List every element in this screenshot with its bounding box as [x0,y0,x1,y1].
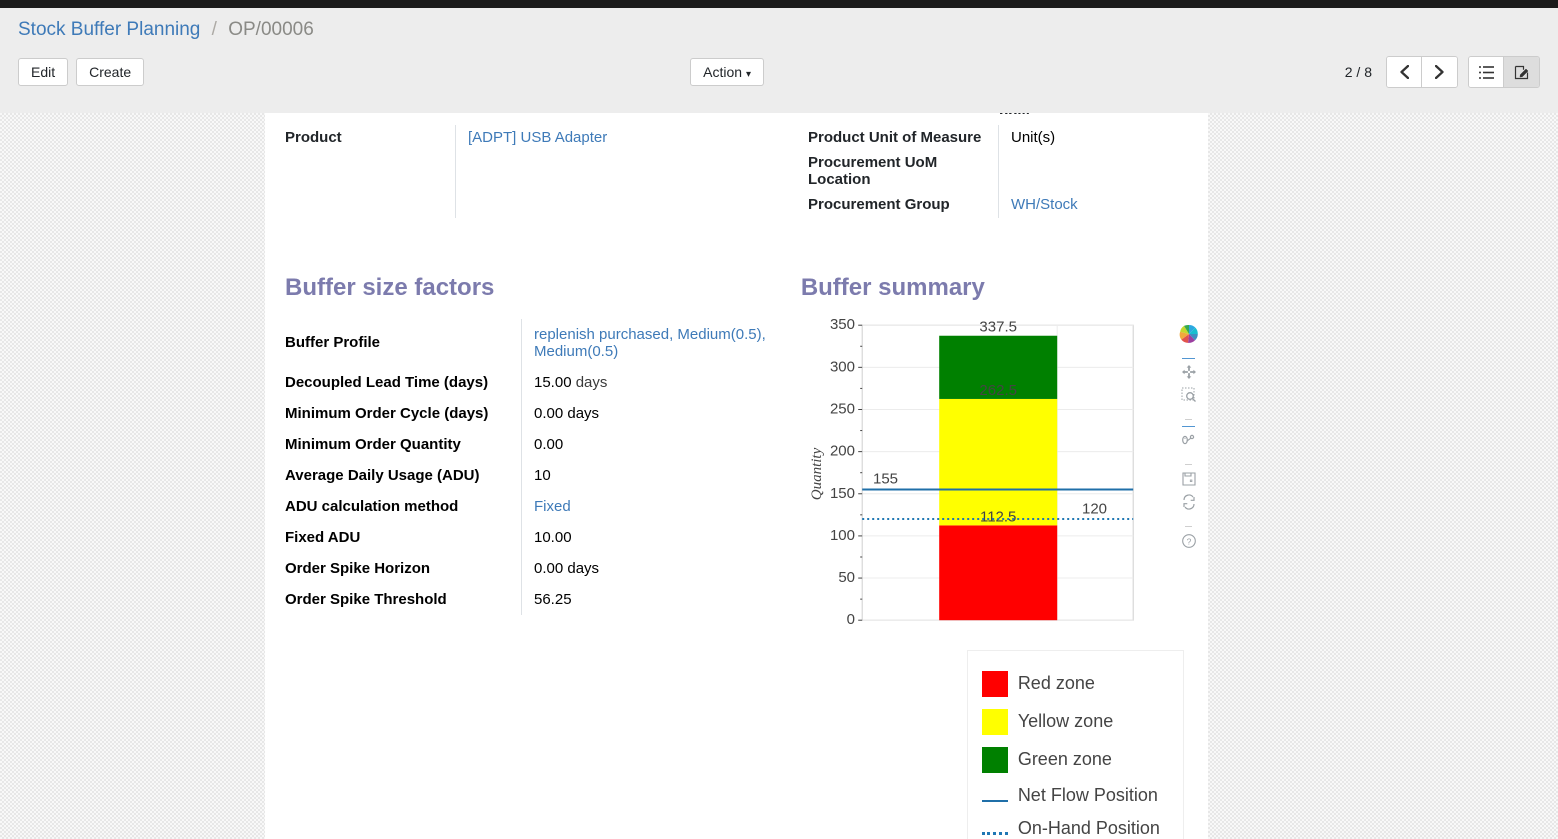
svg-text:50: 50 [838,569,855,586]
svg-text:Quantity: Quantity [809,447,825,500]
svg-text:120: 120 [1082,500,1107,517]
svg-text:350: 350 [830,319,855,333]
svg-text:200: 200 [830,442,855,459]
svg-text:100: 100 [830,527,855,544]
svg-text:150: 150 [830,485,855,502]
svg-text:300: 300 [830,358,855,375]
svg-text:250: 250 [830,400,855,417]
svg-text:337.5: 337.5 [979,319,1017,336]
svg-text:112.5: 112.5 [980,508,1016,525]
svg-text:262.5: 262.5 [979,382,1017,399]
svg-text:155: 155 [873,470,898,487]
svg-text:?: ? [1186,536,1191,546]
svg-text:0: 0 [846,611,854,624]
